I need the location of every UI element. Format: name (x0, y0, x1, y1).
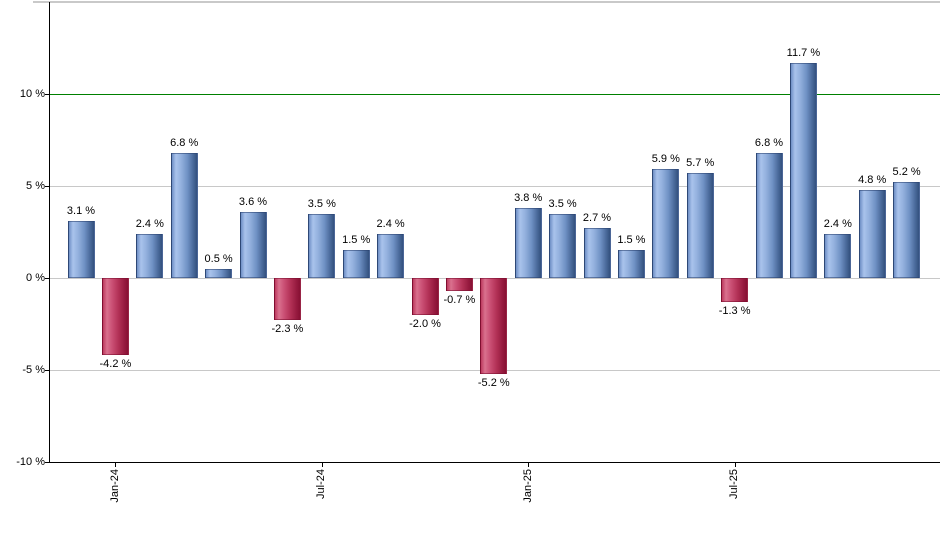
bar-value-label: 1.5 % (342, 234, 371, 247)
bar-positive (239, 211, 267, 278)
bar-value-label: 2.4 % (823, 217, 852, 230)
bar-negative (445, 278, 473, 291)
bar-value-label: 3.6 % (238, 195, 268, 208)
bar-positive (617, 250, 645, 278)
x-axis-tick (115, 462, 117, 467)
bar-value-label: -0.7 % (443, 293, 476, 306)
bar-positive (514, 208, 542, 278)
y-axis-line (49, 2, 50, 462)
y-axis-tick (45, 186, 49, 187)
y-axis-tick (45, 370, 49, 371)
y-axis-tick (45, 462, 49, 463)
bar-positive (755, 152, 783, 278)
bar-positive (170, 152, 198, 278)
bar-positive (377, 233, 405, 278)
x-axis-tick (734, 462, 736, 467)
y-axis-tick (45, 278, 49, 279)
bar-value-label: 2.7 % (582, 212, 612, 225)
bar-positive (652, 169, 680, 278)
bar-positive (342, 250, 370, 278)
x-axis-tick (321, 462, 323, 467)
bar-negative (273, 278, 301, 321)
bar-value-label: 3.5 % (307, 197, 336, 210)
bar-value-label: -4.2 % (99, 358, 132, 371)
x-axis-tick-label: Jan-25 (521, 469, 534, 503)
y-axis-tick (45, 94, 49, 95)
y-axis-tick-label: 0 % (26, 272, 45, 284)
bar-value-label: 3.8 % (514, 192, 543, 205)
bar-negative (411, 278, 439, 315)
bar-value-label: 0.5 % (204, 252, 233, 265)
bar-value-label: 5.2 % (892, 166, 921, 179)
bar-value-label: -1.3 % (718, 304, 751, 317)
bar-value-label: -2.0 % (409, 317, 441, 330)
bar-positive (205, 268, 233, 278)
bar-positive (308, 213, 336, 278)
gridline (49, 186, 940, 187)
y-axis-tick-label: -5 % (22, 364, 45, 376)
bar-positive (858, 189, 886, 278)
x-axis-tick-label: Jan-24 (108, 469, 121, 503)
x-axis-tick (528, 462, 530, 467)
x-axis-line (49, 462, 940, 463)
x-axis-tick-label: Jul-25 (728, 469, 741, 499)
bar-positive (583, 228, 611, 278)
bar-negative (101, 278, 129, 356)
bar-value-label: -2.3 % (271, 323, 304, 336)
bar-value-label: 3.1 % (66, 204, 96, 217)
bar-value-label: 2.4 % (135, 217, 164, 230)
y-axis-tick-label: 5 % (26, 180, 45, 192)
bar-positive (789, 62, 817, 278)
bar-positive (824, 233, 852, 278)
y-axis-tick-label: -10 % (16, 456, 45, 468)
bar-value-label: 5.9 % (651, 153, 680, 166)
bar-positive (136, 233, 164, 278)
bar-value-label: 6.8 % (754, 136, 784, 149)
bar-value-label: 11.7 % (786, 46, 821, 59)
bar-positive (549, 213, 577, 278)
reference-line (49, 94, 940, 95)
bar-value-label: 4.8 % (858, 173, 887, 186)
bar-value-label: 6.8 % (170, 136, 199, 149)
bar-positive (67, 220, 95, 278)
bar-value-label: 3.5 % (548, 197, 577, 210)
x-axis-tick-label: Jul-24 (315, 469, 328, 499)
bar-value-label: 1.5 % (617, 234, 646, 247)
bar-value-label: -5.2 % (477, 376, 510, 389)
bar-value-label: 5.7 % (686, 157, 715, 170)
y-axis-tick-label: 10 % (19, 88, 45, 100)
bar-positive (686, 173, 714, 278)
bar-positive (893, 182, 921, 278)
bar-value-label: 2.4 % (376, 217, 405, 230)
bar-negative (721, 278, 749, 302)
plot-top-border (33, 1, 940, 3)
bar-negative (480, 278, 508, 374)
